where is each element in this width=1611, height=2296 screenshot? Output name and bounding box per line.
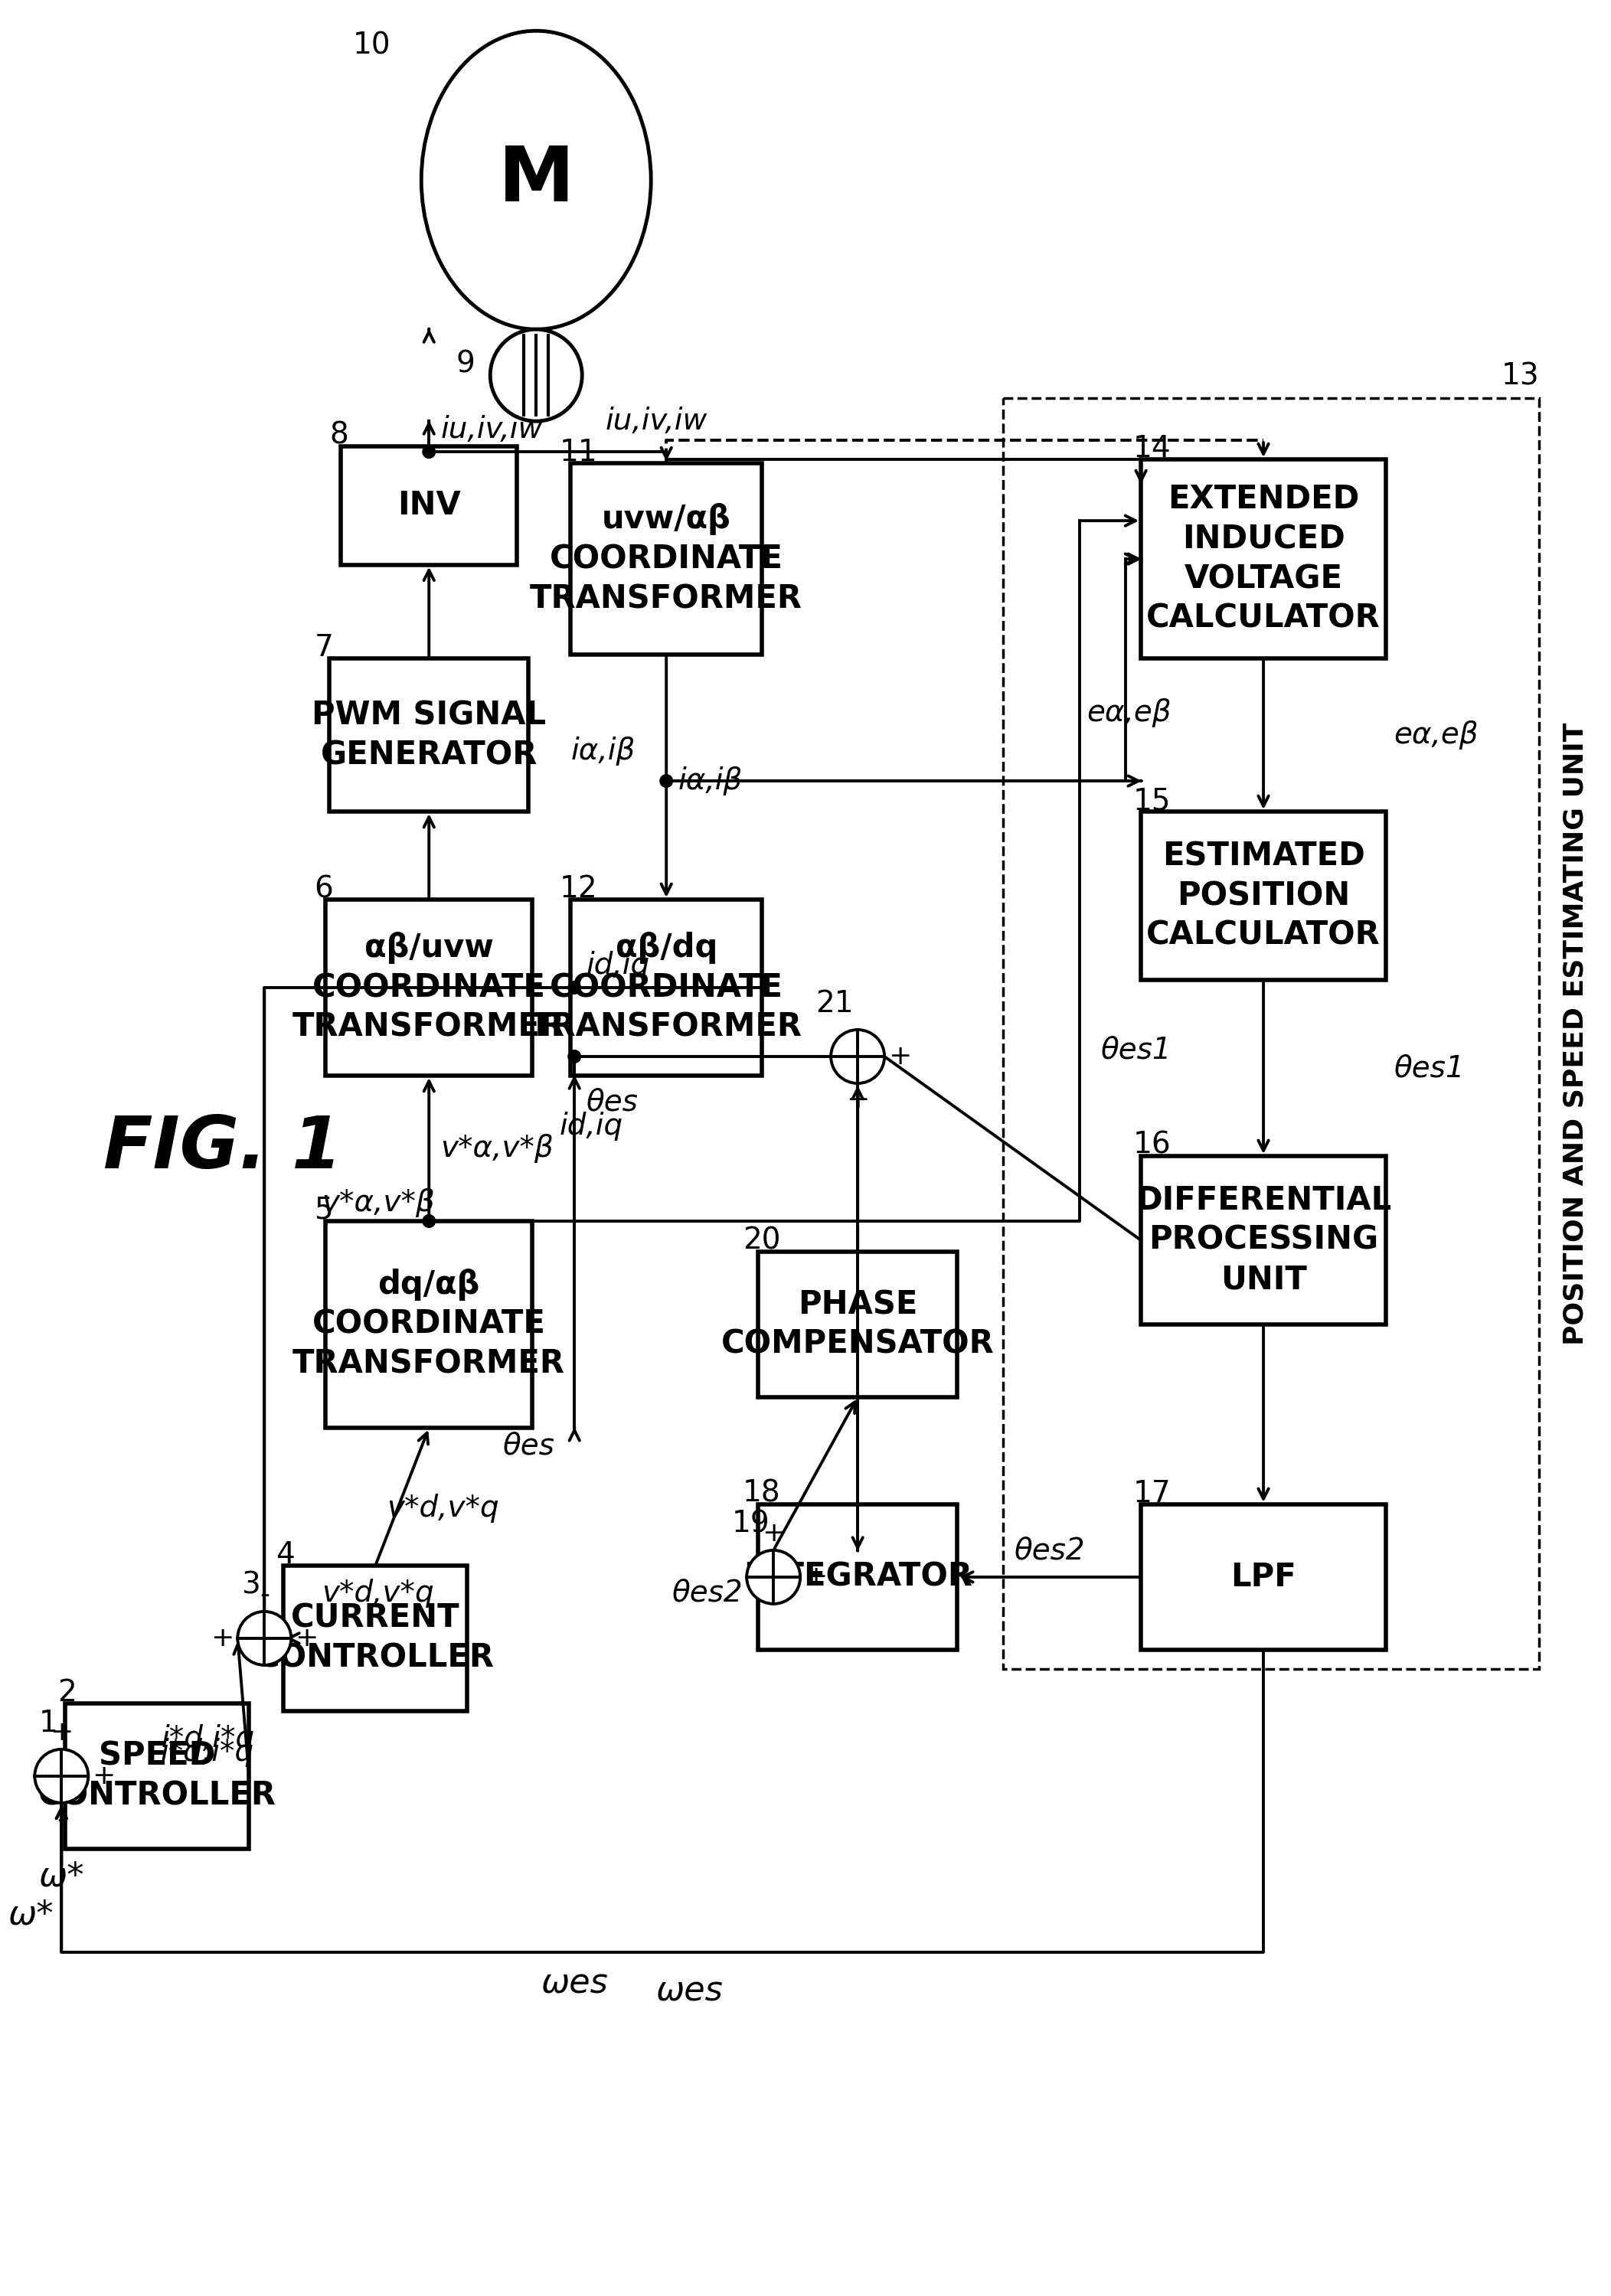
Text: 10: 10	[353, 30, 391, 60]
Text: INV: INV	[398, 489, 461, 521]
Bar	[1141, 1504, 1385, 1651]
Text: i*d,i*q: i*d,i*q	[161, 1724, 255, 1754]
Circle shape	[831, 1029, 884, 1084]
Text: PWM SIGNAL
GENERATOR: PWM SIGNAL GENERATOR	[313, 698, 546, 771]
Text: θes1: θes1	[1100, 1035, 1171, 1063]
Text: EXTENDED
INDUCED
VOLTAGE
CALCULATOR: EXTENDED INDUCED VOLTAGE CALCULATOR	[1147, 482, 1381, 634]
Text: 11: 11	[559, 439, 598, 466]
Bar	[342, 445, 517, 565]
Text: PHASE
COMPENSATOR: PHASE COMPENSATOR	[722, 1288, 994, 1362]
Text: FIG. 1: FIG. 1	[103, 1114, 342, 1185]
Ellipse shape	[422, 30, 651, 328]
Text: θes2: θes2	[672, 1580, 743, 1607]
Text: θes: θes	[503, 1433, 554, 1460]
Text: v*d,v*q: v*d,v*q	[322, 1580, 433, 1607]
Circle shape	[746, 1550, 801, 1605]
Bar	[1141, 1157, 1385, 1325]
Circle shape	[567, 1049, 582, 1063]
Text: +: +	[888, 1042, 912, 1070]
Text: dq/αβ
COORDINATE
TRANSFORMER: dq/αβ COORDINATE TRANSFORMER	[293, 1270, 565, 1380]
Text: INTEGRATOR: INTEGRATOR	[743, 1561, 971, 1593]
Bar	[1004, 397, 1539, 1669]
Text: LPF: LPF	[1231, 1561, 1297, 1593]
Text: -: -	[817, 1042, 826, 1070]
Text: id,iq: id,iq	[559, 1111, 623, 1141]
Circle shape	[422, 1215, 437, 1228]
Text: +: +	[804, 1564, 828, 1591]
Text: i*d,i*q: i*d,i*q	[159, 1738, 253, 1768]
Text: 15: 15	[1133, 785, 1171, 815]
Text: -: -	[56, 1807, 66, 1832]
Text: ESTIMATED
POSITION
CALCULATOR: ESTIMATED POSITION CALCULATOR	[1147, 840, 1381, 951]
Text: eα,eβ: eα,eβ	[1087, 698, 1171, 728]
Text: 9: 9	[456, 349, 475, 379]
Text: id,iq: id,iq	[586, 951, 649, 980]
Text: 2: 2	[58, 1678, 77, 1708]
Text: θes1: θes1	[1394, 1054, 1464, 1081]
Text: 12: 12	[559, 875, 598, 902]
Circle shape	[237, 1612, 292, 1665]
Text: v*α,v*β: v*α,v*β	[440, 1134, 554, 1164]
Text: iα,iβ: iα,iβ	[572, 737, 636, 765]
Bar	[325, 1221, 532, 1428]
Text: 5: 5	[314, 1196, 333, 1226]
Text: iu,iv,iw: iu,iv,iw	[606, 406, 707, 436]
Circle shape	[567, 980, 582, 994]
Bar	[325, 900, 532, 1075]
Text: SPEED
CONTROLLER: SPEED CONTROLLER	[39, 1740, 275, 1812]
Text: 6: 6	[314, 875, 333, 902]
Bar	[66, 1704, 250, 1848]
Text: +: +	[846, 1086, 870, 1114]
Text: 7: 7	[314, 634, 333, 661]
Text: ω*: ω*	[8, 1899, 53, 1931]
Text: ωes: ωes	[541, 1968, 607, 2000]
Text: θes: θes	[586, 1086, 638, 1116]
Text: eα,eβ: eα,eβ	[1394, 721, 1479, 748]
Circle shape	[35, 1750, 89, 1802]
Text: iα,iβ: iα,iβ	[678, 767, 743, 794]
Bar	[570, 464, 762, 654]
Text: iu,iv,iw: iu,iv,iw	[440, 416, 543, 443]
Text: 20: 20	[743, 1226, 781, 1256]
Text: DIFFERENTIAL
PROCESSING
UNIT: DIFFERENTIAL PROCESSING UNIT	[1136, 1185, 1392, 1295]
Text: +: +	[92, 1763, 116, 1789]
Text: +: +	[295, 1626, 319, 1651]
Text: αβ/uvw
COORDINATE
TRANSFORMER: αβ/uvw COORDINATE TRANSFORMER	[293, 932, 565, 1042]
Text: CURRENT
CONTROLLER: CURRENT CONTROLLER	[256, 1603, 495, 1674]
Text: +: +	[762, 1520, 785, 1548]
Text: 19: 19	[731, 1511, 770, 1538]
Text: 17: 17	[1133, 1479, 1171, 1508]
Text: v*d,v*q: v*d,v*q	[387, 1495, 499, 1522]
Text: POSITION AND SPEED ESTIMATING UNIT: POSITION AND SPEED ESTIMATING UNIT	[1563, 723, 1588, 1345]
Text: θes2: θes2	[1013, 1536, 1084, 1566]
Bar	[759, 1251, 957, 1398]
Text: 1: 1	[39, 1708, 58, 1738]
Text: 13: 13	[1501, 360, 1539, 390]
Text: M: M	[498, 142, 574, 218]
Text: 16: 16	[1133, 1130, 1171, 1159]
Circle shape	[422, 445, 437, 459]
Text: ωes: ωes	[656, 1975, 723, 2009]
Circle shape	[659, 774, 673, 788]
Bar	[284, 1566, 467, 1711]
Text: v*α,v*β: v*α,v*β	[322, 1189, 435, 1217]
Bar	[570, 900, 762, 1075]
Bar	[1141, 810, 1385, 980]
Text: uvw/αβ
COORDINATE
TRANSFORMER: uvw/αβ COORDINATE TRANSFORMER	[530, 503, 802, 615]
Circle shape	[490, 328, 582, 420]
Bar	[330, 659, 528, 810]
Text: +: +	[50, 1720, 72, 1745]
Text: 18: 18	[743, 1479, 781, 1508]
Bar	[759, 1504, 957, 1651]
Text: +: +	[211, 1626, 234, 1651]
Text: ω*: ω*	[39, 1860, 84, 1894]
Text: 8: 8	[330, 420, 348, 450]
Text: 21: 21	[815, 990, 854, 1017]
Text: 14: 14	[1133, 434, 1171, 464]
Bar	[1141, 459, 1385, 659]
Text: 4: 4	[275, 1541, 295, 1570]
Text: αβ/dq
COORDINATE
TRANSFORMER: αβ/dq COORDINATE TRANSFORMER	[530, 932, 802, 1042]
Text: -: -	[259, 1582, 269, 1607]
Text: 3: 3	[242, 1570, 261, 1600]
